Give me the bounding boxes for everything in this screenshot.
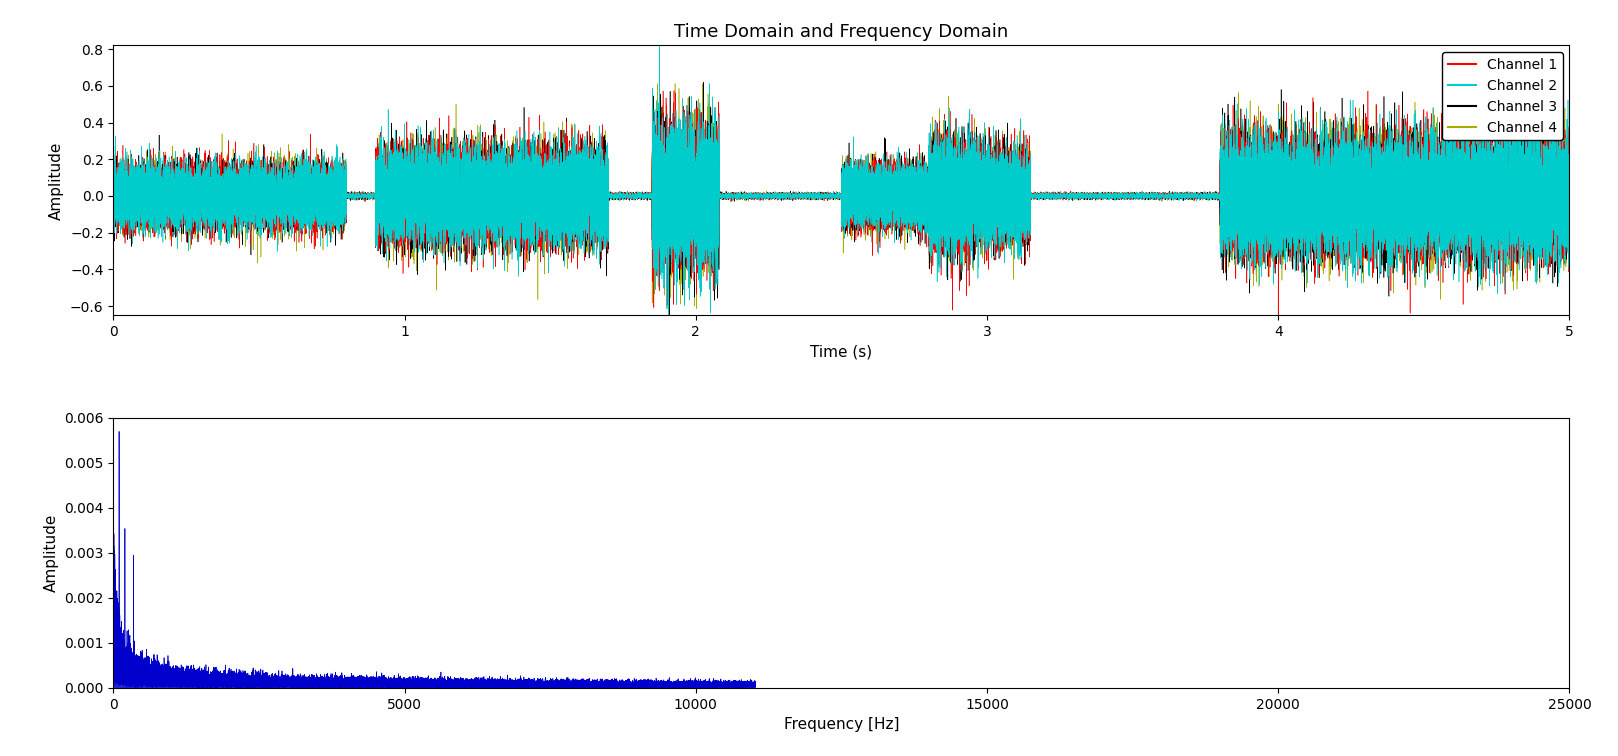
Channel 2 [650,39,670,48]
Channel 1 [398,216,417,225]
Channel 2 [1044,194,1063,203]
Channel 4 [665,79,684,88]
Channel 4 [178,186,197,195]
Channel 2 [1105,193,1125,202]
Channel 2 [398,197,417,206]
Y-axis label: Amplitude: Amplitude [44,514,58,592]
Line: Channel 4: Channel 4 [113,84,1569,318]
Channel 4 [794,188,814,197]
Line: Channel 2: Channel 2 [113,43,1569,314]
Y-axis label: Amplitude: Amplitude [50,141,65,219]
Channel 4 [659,314,678,323]
Channel 4 [1560,194,1579,203]
Channel 4 [1105,194,1125,203]
Channel 3 [178,207,197,216]
Channel 3 [1044,193,1063,202]
Channel 3 [398,207,417,216]
Channel 1 [178,186,197,195]
Channel 3 [1105,194,1125,203]
Channel 3 [694,78,714,87]
Channel 1 [104,170,123,179]
Channel 2 [178,203,197,212]
Line: Channel 3: Channel 3 [113,82,1569,342]
Channel 1 [1269,333,1288,342]
Channel 4 [1013,187,1032,196]
Channel 3 [660,338,680,347]
Channel 1 [1013,178,1032,187]
Channel 2 [104,197,123,206]
X-axis label: Time (s): Time (s) [811,345,872,360]
Channel 3 [794,194,814,203]
Channel 1 [665,86,684,95]
Line: Channel 1: Channel 1 [113,91,1569,337]
Channel 4 [104,191,123,200]
Channel 2 [794,193,814,202]
Channel 3 [1013,173,1032,182]
Channel 2 [1013,187,1032,196]
Channel 2 [1560,197,1579,206]
Title: Time Domain and Frequency Domain: Time Domain and Frequency Domain [675,23,1008,41]
Channel 1 [1044,191,1063,200]
Channel 1 [794,190,814,199]
Channel 3 [104,165,123,174]
Channel 4 [398,190,417,199]
Channel 3 [1560,218,1579,228]
Channel 1 [1105,191,1125,200]
X-axis label: Frequency [Hz]: Frequency [Hz] [783,717,900,733]
Channel 1 [1560,175,1579,184]
Channel 2 [659,309,678,318]
Legend: Channel 1, Channel 2, Channel 3, Channel 4: Channel 1, Channel 2, Channel 3, Channel… [1442,52,1563,141]
Channel 4 [1044,194,1063,203]
